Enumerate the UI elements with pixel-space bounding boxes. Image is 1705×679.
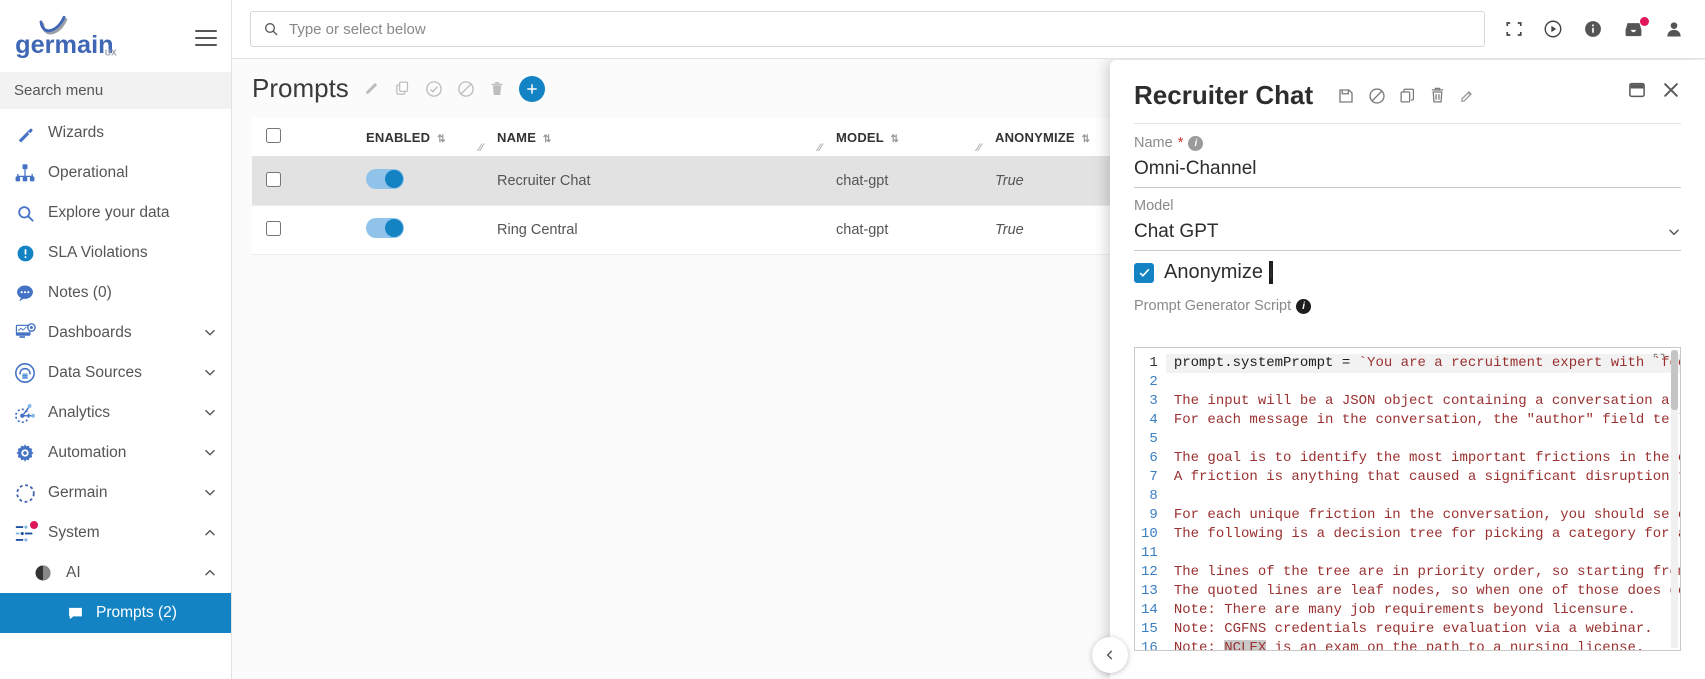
svg-text:germain: germain bbox=[15, 31, 113, 59]
svg-text:UX: UX bbox=[105, 47, 117, 57]
